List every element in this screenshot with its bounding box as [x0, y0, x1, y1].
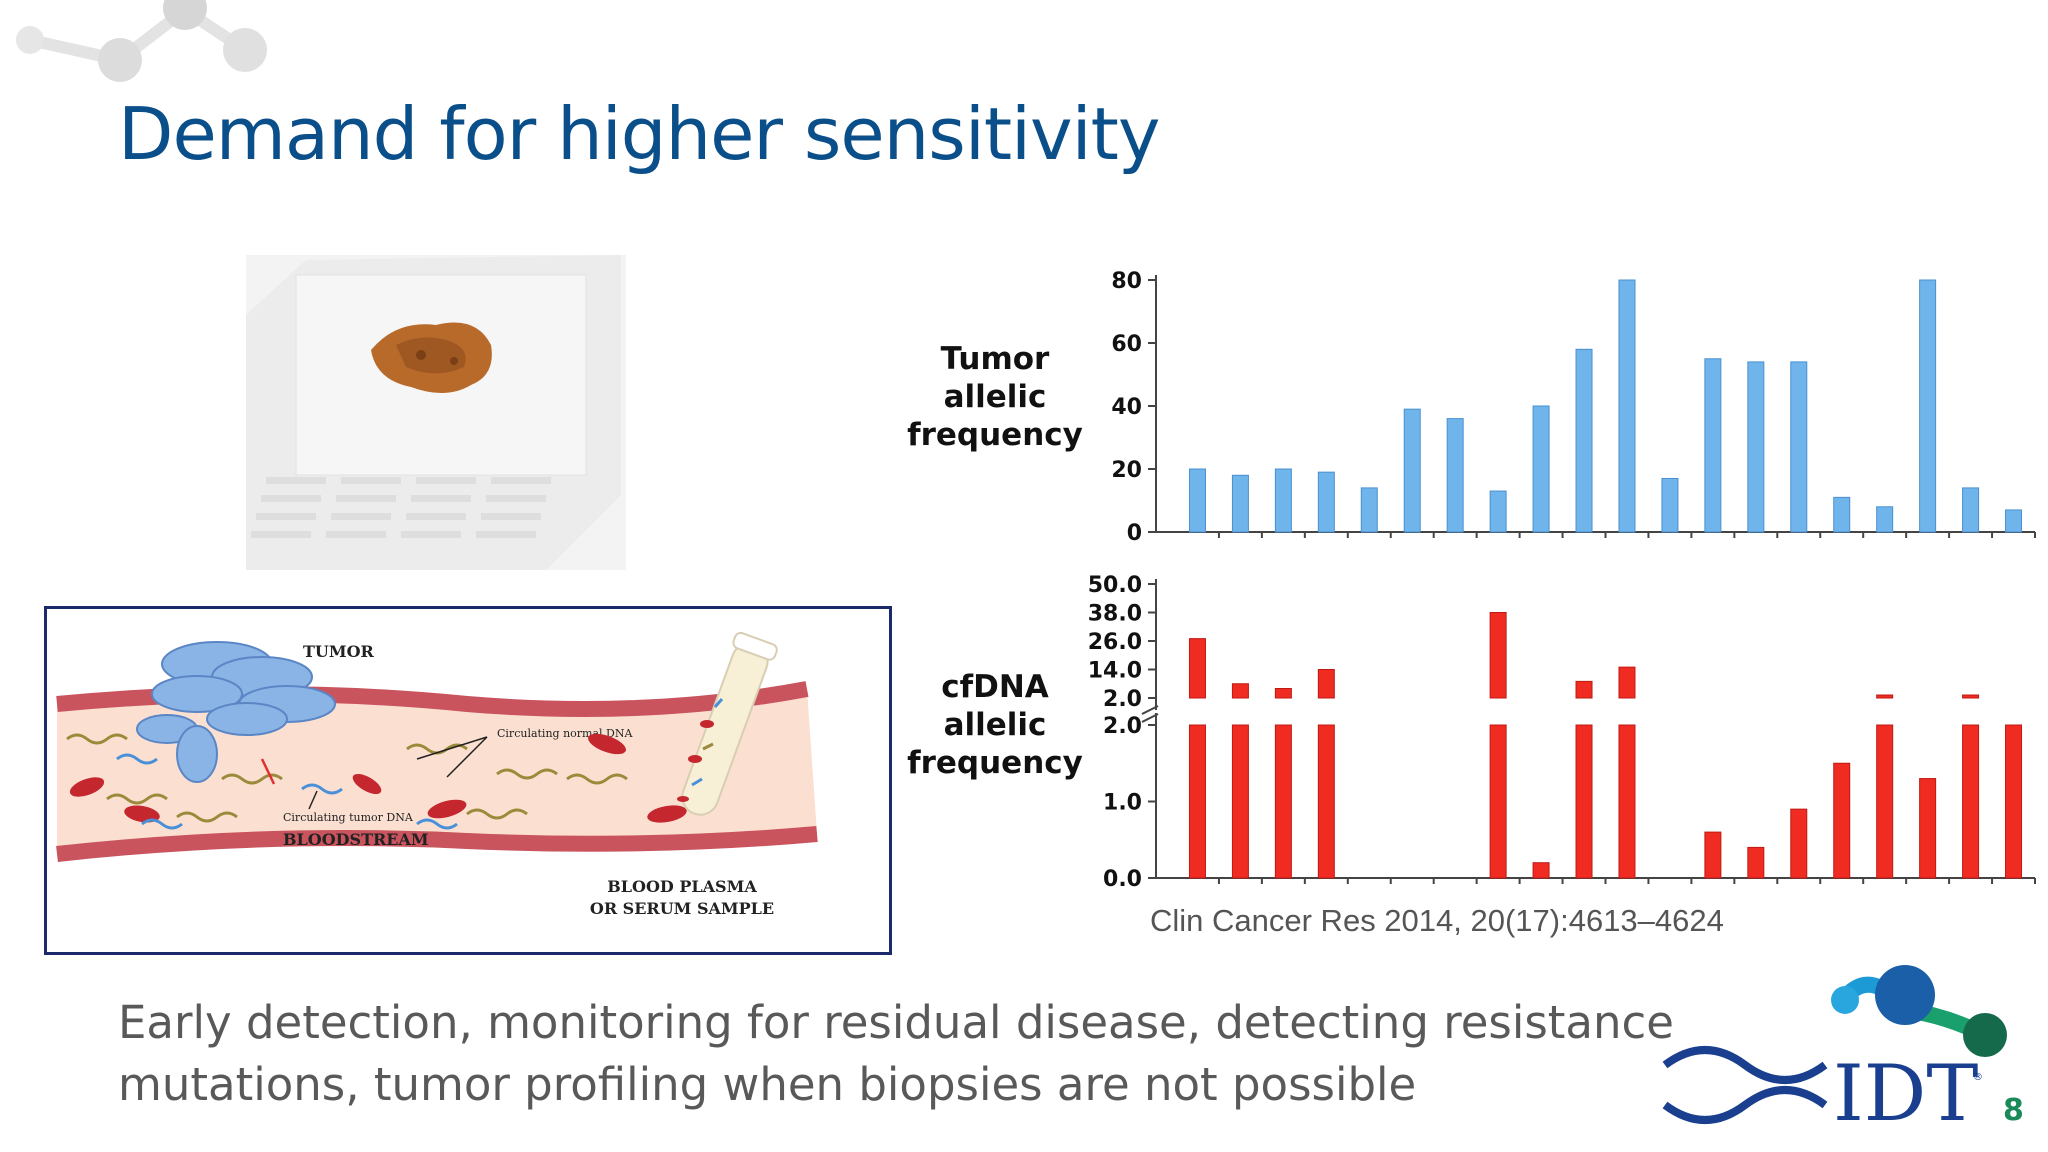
- tumor-bar: [1833, 496, 1851, 533]
- cfdna-bar-upper: [1489, 612, 1507, 699]
- tumor-bar: [1446, 418, 1464, 533]
- tumor-bar: [1317, 471, 1335, 533]
- sample-label-line2: OR SERUM SAMPLE: [590, 899, 774, 918]
- cfdna-bar: [1876, 724, 1894, 879]
- cfdna-lower-ytick-label: 2.0: [1103, 714, 1142, 739]
- cfdna-bar: [1231, 724, 1249, 879]
- tumor-ylabel-line3: frequency: [907, 417, 1083, 453]
- tumor-bar: [1188, 468, 1206, 533]
- logo-text: IDT: [1833, 1049, 1978, 1139]
- tumor-bar: [1532, 405, 1550, 533]
- tumor-bar: [1876, 506, 1894, 533]
- cfdna-bar-upper: [1274, 688, 1292, 699]
- cfdna-upper-ytick-label: 2.0: [1103, 687, 1142, 712]
- citation: Clin Cancer Res 2014, 20(17):4613–4624: [1150, 903, 1724, 938]
- tumor-ytick-label: 60: [1111, 332, 1142, 357]
- cfdna-ylabel-line1: cfDNA: [941, 669, 1049, 705]
- cfdna-upper-ytick-label: 50.0: [1088, 573, 1142, 598]
- page-number: 8: [2003, 1093, 2024, 1128]
- tumor-bar: [1231, 474, 1249, 533]
- tumor-bar: [1489, 490, 1507, 533]
- cfdna-bar: [2005, 724, 2023, 879]
- cfdna-bar: [1317, 724, 1335, 879]
- cfdna-bar: [1833, 762, 1851, 879]
- tumor-bar: [1790, 361, 1808, 533]
- cfdna-bar: [1188, 724, 1206, 879]
- allelic-frequency-charts: 0 20 40 60 80 0.0 1.0 2.02.0 14.0 26.0 38.0 50.0: [1088, 269, 2036, 892]
- tumor-bar: [1661, 477, 1679, 533]
- cfdna-bar: [1618, 724, 1636, 879]
- tumor-bar: [1618, 279, 1636, 533]
- slide-title: Demand for higher sensitivity: [118, 92, 1161, 176]
- logo-registered: ®: [1973, 1072, 1983, 1083]
- tumor-bar: [1919, 279, 1937, 533]
- circulating-tumor-dna-label: Circulating tumor DNA: [283, 811, 414, 824]
- cfdna-upper-ytick-label: 38.0: [1088, 602, 1142, 627]
- tissue-cassette-image: [246, 255, 626, 570]
- cfdna-upper-ytick-label: 14.0: [1088, 659, 1142, 684]
- idt-logo-icon: IDT ®: [1662, 965, 2007, 1139]
- tumor-ylabel-line2: allelic: [943, 379, 1047, 415]
- cfdna-bar-upper: [1575, 680, 1593, 699]
- cfdna-bar-upper: [1962, 694, 1980, 699]
- tumor-ytick-label: 0: [1127, 521, 1142, 546]
- tumor-ylabel-line1: Tumor: [940, 341, 1050, 377]
- tumor-label: TUMOR: [303, 642, 375, 661]
- cfdna-bar-upper: [1188, 638, 1206, 699]
- tumor-ytick-label: 80: [1111, 269, 1142, 294]
- tumor-bar: [1575, 348, 1593, 533]
- tumor-ytick-label: 40: [1111, 395, 1142, 420]
- tumor-bar: [1747, 361, 1765, 533]
- tumor-bar: [1704, 358, 1722, 533]
- tumor-chart-ylabel: Tumor allelic frequency: [905, 340, 1085, 454]
- blood-sample-tube-icon: [677, 631, 778, 816]
- cfdna-bar: [1790, 808, 1808, 879]
- tumor-dna-strands-icon: [116, 753, 458, 830]
- cfdna-axis-break: [1141, 705, 1159, 715]
- cfdna-bar: [1704, 831, 1722, 879]
- tumor-bar: [1962, 487, 1980, 533]
- cfdna-bar: [1274, 724, 1292, 879]
- cfdna-bar: [1962, 724, 1980, 879]
- cfdna-bar: [1919, 778, 1937, 879]
- cfdna-lower-ytick-label: 0.0: [1103, 867, 1142, 892]
- cfdna-bar: [1575, 724, 1593, 879]
- cfdna-upper-ytick-label: 26.0: [1088, 630, 1142, 655]
- tumor-ytick-label: 20: [1111, 458, 1142, 483]
- cfdna-bar: [1532, 862, 1550, 879]
- cfdna-ylabel-line2: allelic: [943, 707, 1047, 743]
- tumor-cell-cluster-icon: [136, 641, 336, 783]
- sample-label-line1: BLOOD PLASMA: [607, 877, 757, 896]
- tumor-bar: [1360, 487, 1378, 533]
- cfdna-lower-ytick-label: 1.0: [1103, 791, 1142, 816]
- tumor-bar: [1274, 468, 1292, 533]
- cfdna-ylabel-line3: frequency: [907, 745, 1083, 781]
- cfdna-bar-upper: [1876, 694, 1894, 699]
- bloodstream-label: BLOODSTREAM: [283, 830, 429, 849]
- body-text: Early detection, monitoring for residual…: [118, 996, 1674, 1111]
- cfdna-bar: [1489, 724, 1507, 879]
- cfdna-bar-upper: [1618, 666, 1636, 699]
- cfdna-bar: [1747, 846, 1765, 879]
- cfdna-chart-ylabel: cfDNA allelic frequency: [905, 668, 1085, 782]
- cfdna-bar-upper: [1231, 683, 1249, 699]
- tumor-bar: [1403, 408, 1421, 533]
- cfdna-bloodstream-diagram: TUMOR Circulating normal DNA Circulating…: [44, 606, 892, 955]
- molecule-decoration-icon: [16, 0, 267, 82]
- red-blood-cells-icon: [69, 733, 687, 823]
- cfdna-axis-break: [1141, 713, 1159, 723]
- cfdna-bar-upper: [1317, 669, 1335, 699]
- tumor-bar: [2005, 509, 2023, 533]
